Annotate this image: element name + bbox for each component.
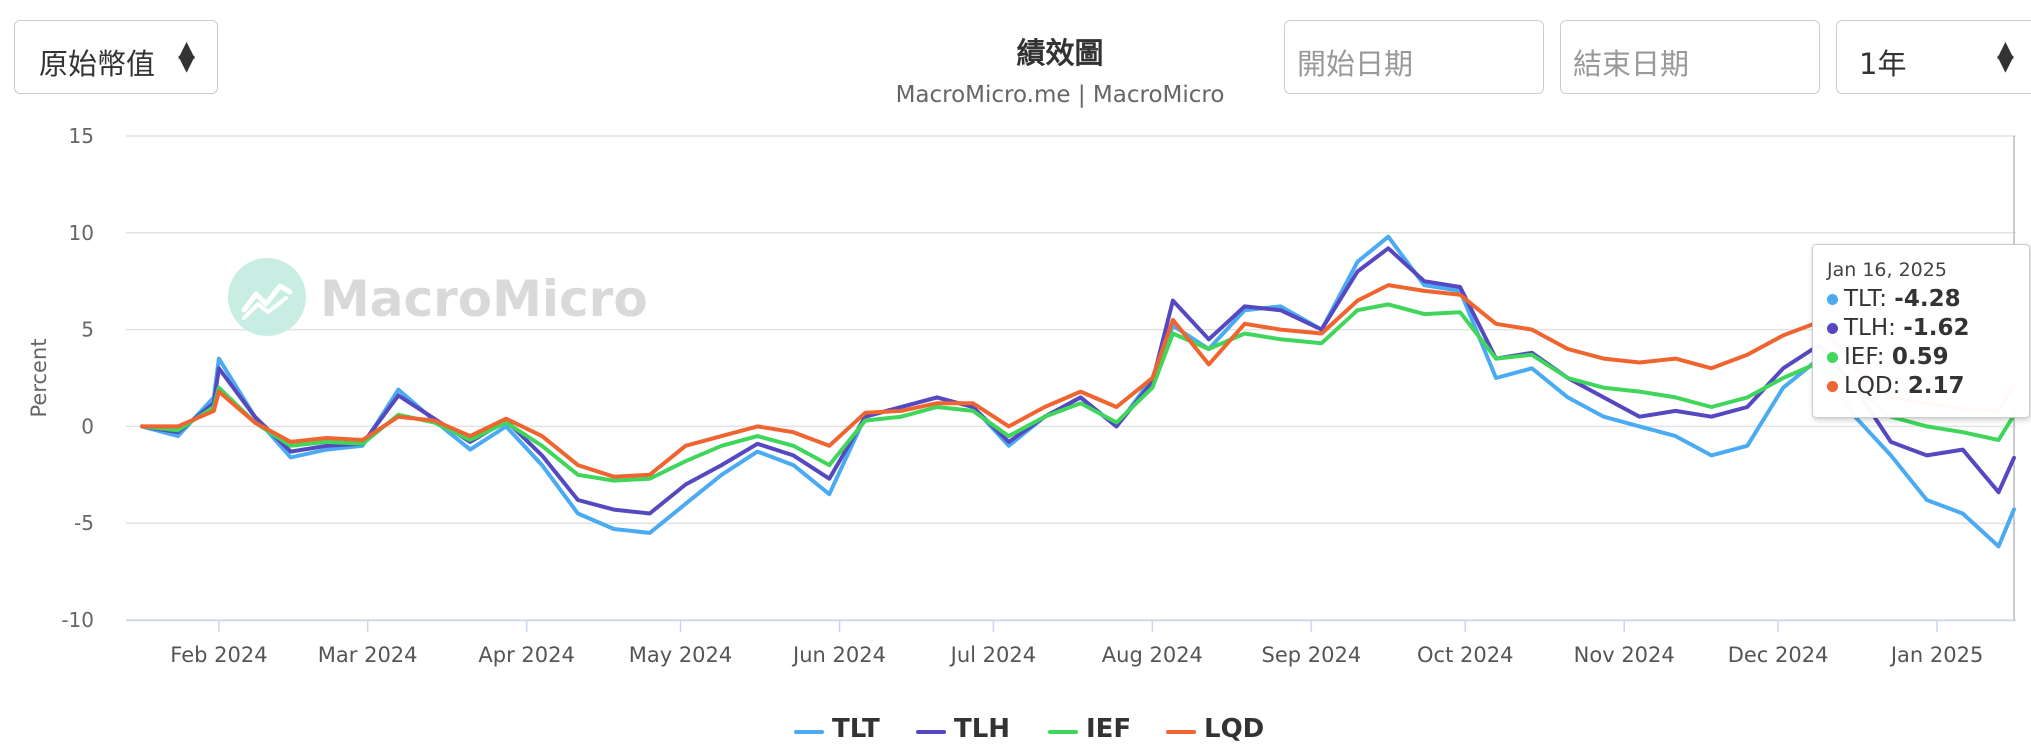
x-tick-label: Oct 2024 xyxy=(1417,643,1513,667)
x-tick-label: Feb 2024 xyxy=(170,643,267,667)
legend-label: LQD xyxy=(1204,714,1265,744)
chart-subtitle: MacroMicro.me | MacroMicro xyxy=(895,82,1225,108)
tooltip-series-value: -1.62 xyxy=(1903,315,1970,341)
tooltip-series-value: 2.17 xyxy=(1907,373,1965,399)
legend-label: IEF xyxy=(1086,714,1132,744)
x-tick-label: Sep 2024 xyxy=(1262,643,1362,667)
legend-line-icon xyxy=(794,730,824,734)
chart-title: 績效圖 xyxy=(1016,36,1104,70)
y-tick-label: 0 xyxy=(81,414,94,438)
x-tick-label: Nov 2024 xyxy=(1574,643,1675,667)
tooltip-series-name: TLT xyxy=(1844,286,1880,312)
start-date-input[interactable]: 開始日期 xyxy=(1284,20,1544,94)
x-tick-label: Aug 2024 xyxy=(1102,643,1203,667)
tooltip-series-name: IEF xyxy=(1844,344,1877,370)
chart-legend: TLT TLH IEF LQD xyxy=(0,712,2031,746)
tooltip-separator: : xyxy=(1879,286,1895,312)
x-tick-label: Jul 2024 xyxy=(949,643,1036,667)
tooltip-date: Jan 16, 2025 xyxy=(1827,259,1947,281)
start-date-placeholder: 開始日期 xyxy=(1297,47,1414,81)
x-tick-label: Dec 2024 xyxy=(1728,643,1829,667)
legend-line-icon xyxy=(1166,730,1196,734)
range-select-value: 1年 xyxy=(1859,47,1907,81)
tooltip-series-name: TLH xyxy=(1844,315,1889,341)
series-dot-icon xyxy=(1827,381,1838,392)
x-tick-label: Mar 2024 xyxy=(318,643,418,667)
range-select[interactable]: 1年 ▲ ▼ xyxy=(1836,20,2031,94)
tooltip-row: TLH: -1.62 xyxy=(1827,314,2015,343)
series-dot-icon xyxy=(1827,352,1838,363)
tooltip-row: TLT: -4.28 xyxy=(1827,285,2015,314)
performance-chart[interactable]: 15 10 5 0 -5 -10 Percent Feb 2024 Mar 2024 Apr 20… xyxy=(0,110,2031,710)
y-tick-label: 10 xyxy=(69,221,94,245)
x-tick-label: Apr 2024 xyxy=(478,643,574,667)
currency-select-value: 原始幣值 xyxy=(39,47,156,81)
tooltip-series-name: LQD xyxy=(1844,373,1893,399)
tooltip-separator: : xyxy=(1876,344,1892,370)
y-tick-label: 15 xyxy=(69,124,94,148)
x-tick-label: May 2024 xyxy=(629,643,733,667)
sort-arrows-icon: ▲ ▼ xyxy=(1997,37,2014,76)
chart-tooltip: Jan 16, 2025 TLT: -4.28 TLH: -1.62 IEF: 0.… xyxy=(1812,244,2030,418)
x-tick-label: Jun 2024 xyxy=(791,643,886,667)
x-tick-label: Jan 2025 xyxy=(1889,643,1984,667)
end-date-placeholder: 結束日期 xyxy=(1573,47,1690,81)
series-line-lqd xyxy=(140,283,2016,479)
y-tick-label: 5 xyxy=(81,318,94,342)
tooltip-series-value: -4.28 xyxy=(1894,286,1961,312)
legend-line-icon xyxy=(1048,730,1078,734)
macromicro-logo-icon xyxy=(228,258,306,336)
series-dot-icon xyxy=(1827,323,1838,334)
tooltip-separator: : xyxy=(1888,315,1904,341)
y-tick-label: -5 xyxy=(74,511,94,535)
y-tick-label: -10 xyxy=(61,608,94,632)
tooltip-separator: : xyxy=(1892,373,1908,399)
y-axis-label: Percent xyxy=(27,338,51,417)
legend-label: TLH xyxy=(954,714,1011,744)
end-date-input[interactable]: 結束日期 xyxy=(1560,20,1820,94)
legend-line-icon xyxy=(916,730,946,734)
sort-arrows-icon: ▲ ▼ xyxy=(178,37,195,76)
tooltip-row: LQD: 2.17 xyxy=(1827,372,2015,401)
legend-label: TLT xyxy=(832,714,880,744)
watermark-text: MacroMicro xyxy=(320,270,648,328)
series-dot-icon xyxy=(1827,294,1838,305)
tooltip-series-value: 0.59 xyxy=(1891,344,1949,370)
currency-select[interactable]: 原始幣值 ▲ ▼ xyxy=(14,20,218,94)
tooltip-row: IEF: 0.59 xyxy=(1827,343,2015,372)
